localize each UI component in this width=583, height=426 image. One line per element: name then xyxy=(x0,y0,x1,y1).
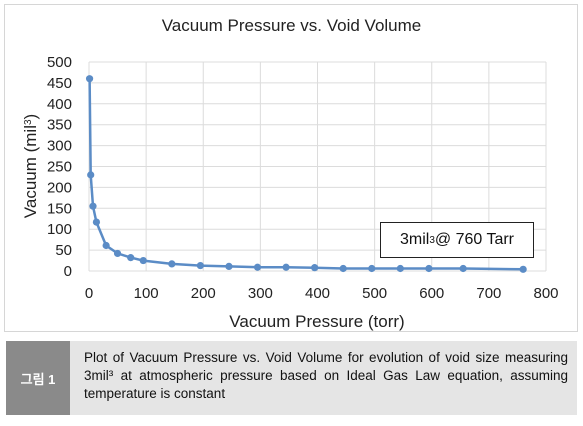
annotation-main: 3mil xyxy=(400,231,430,248)
data-point xyxy=(253,263,262,271)
data-point xyxy=(282,263,290,271)
data-point xyxy=(519,265,527,273)
y-tick-label: 150 xyxy=(47,200,72,217)
grid-lines xyxy=(88,61,547,272)
y-axis-label-main: Vacuum (mil xyxy=(21,125,40,218)
y-tick-label: 500 xyxy=(47,54,72,71)
data-point xyxy=(311,264,319,272)
data-point xyxy=(225,262,233,271)
annotation-box: 3mil 3 @ 760 Tarr xyxy=(380,222,534,258)
x-axis-label: Vacuum Pressure (torr) xyxy=(229,312,404,331)
x-tick-label: 700 xyxy=(476,285,501,302)
x-tick-label: 400 xyxy=(305,285,330,302)
chart-frame xyxy=(4,4,578,332)
tick-labels: 0 50 100 150 200 250 300 350 400 450 500 0 100 200 300… xyxy=(47,54,559,302)
x-tick-label: 300 xyxy=(248,285,273,302)
y-tick-label: 50 xyxy=(55,242,72,259)
data-point xyxy=(139,256,147,265)
y-axis-label: Vacuum (mil3) xyxy=(21,114,40,218)
data-point xyxy=(89,202,97,210)
chart-plot: 0 50 100 150 200 250 300 350 400 450 500 0 100 200 300… xyxy=(21,54,559,331)
y-tick-label: 450 xyxy=(47,75,72,92)
x-tick-label: 600 xyxy=(419,285,444,302)
y-tick-label: 200 xyxy=(47,179,72,196)
data-point xyxy=(196,261,204,270)
data-point xyxy=(425,264,433,273)
x-tick-label: 200 xyxy=(191,285,216,302)
annotation-sup: 3 xyxy=(429,234,435,246)
data-point xyxy=(92,218,101,226)
data-point xyxy=(168,260,176,268)
x-tick-label: 500 xyxy=(362,285,387,302)
data-point xyxy=(127,254,135,262)
series-path xyxy=(88,78,524,271)
y-tick-label: 300 xyxy=(47,138,72,155)
y-tick-label: 250 xyxy=(47,159,72,176)
series-line xyxy=(85,75,527,273)
y-axis-label-tail: ) xyxy=(21,114,40,120)
y-tick-label: 350 xyxy=(47,117,72,134)
data-point xyxy=(368,264,376,273)
caption-text: Plot of Vacuum Pressure vs. Void Volume … xyxy=(84,350,568,401)
y-axis-label-sup: 3 xyxy=(23,119,34,125)
annotation-tail: @ 760 Tarr xyxy=(434,231,514,248)
y-tick-label: 100 xyxy=(47,221,72,238)
data-point xyxy=(87,171,95,179)
data-point xyxy=(396,264,404,273)
figure-caption: 그림 1 Plot of Vacuum Pressure vs. Void Vo… xyxy=(6,341,577,415)
x-tick-label: 100 xyxy=(134,285,159,302)
data-point xyxy=(459,264,467,273)
data-point xyxy=(113,249,122,258)
data-point xyxy=(85,75,94,83)
data-point xyxy=(102,241,110,250)
chart-title: Vacuum Pressure vs. Void Volume xyxy=(161,16,422,35)
data-point xyxy=(339,264,347,273)
y-tick-label: 400 xyxy=(47,96,72,113)
x-tick-label: 800 xyxy=(533,285,558,302)
y-tick-label: 0 xyxy=(64,263,72,280)
x-tick-label: 0 xyxy=(85,285,93,302)
caption-tag: 그림 1 xyxy=(6,341,70,415)
